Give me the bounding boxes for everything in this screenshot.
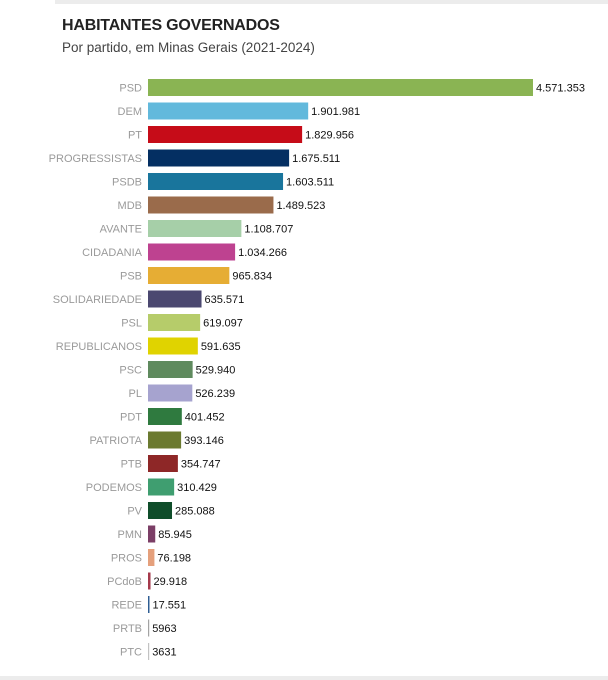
- chart-subtitle: Por partido, em Minas Gerais (2021-2024): [62, 40, 315, 55]
- value-label-avante: 1.108.707: [244, 224, 293, 236]
- category-label-psdb: PSDB: [112, 177, 142, 189]
- category-label-psd: PSD: [119, 83, 142, 95]
- bar-republicanos: [148, 337, 198, 355]
- category-label-pv: PV: [127, 506, 142, 518]
- value-label-psd: 4.571.353: [536, 83, 585, 95]
- bar-pt: [148, 126, 303, 143]
- value-label-ptb: 354.747: [181, 459, 221, 471]
- bar-psc: [148, 361, 193, 378]
- bar-progressistas: [148, 149, 290, 167]
- bar-psb: [148, 267, 230, 284]
- bar-psdb: [148, 173, 284, 190]
- bar-pl: [148, 384, 193, 402]
- category-label-pl: PL: [129, 388, 142, 400]
- bar-ptc: [148, 643, 150, 660]
- bottom-divider: [0, 676, 608, 680]
- value-label-cidadania: 1.034.266: [238, 247, 287, 259]
- bar-cidadania: [148, 243, 236, 261]
- bar-pdt: [148, 408, 182, 425]
- category-label-psl: PSL: [121, 318, 142, 330]
- bar-avante: [148, 220, 242, 237]
- category-label-psc: PSC: [119, 365, 142, 377]
- bar-patriota: [148, 431, 182, 449]
- value-label-rede: 17.551: [152, 600, 186, 612]
- category-label-cidadania: CIDADANIA: [82, 247, 143, 259]
- bar-psd: [148, 79, 533, 96]
- category-label-pros: PROS: [111, 553, 142, 565]
- value-label-psdb: 1.603.511: [286, 177, 334, 189]
- category-label-rede: REDE: [111, 600, 142, 612]
- category-label-mdb: MDB: [118, 200, 142, 212]
- value-label-republicanos: 591.635: [201, 341, 241, 353]
- value-label-pv: 285.088: [175, 506, 215, 518]
- value-label-ptc: 3631: [152, 647, 176, 659]
- category-label-dem: DEM: [118, 106, 142, 118]
- value-label-pcdob: 29.918: [154, 576, 188, 588]
- category-label-pt: PT: [128, 130, 142, 142]
- top-divider: [55, 0, 608, 4]
- value-label-pt: 1.829.956: [305, 130, 354, 142]
- category-label-psb: PSB: [120, 271, 142, 283]
- chart-title: HABITANTES GOVERNADOS: [62, 17, 280, 34]
- bar-ptb: [148, 455, 178, 472]
- category-label-pcdob: PCdoB: [107, 576, 142, 588]
- value-label-pros: 76.198: [157, 553, 191, 565]
- value-label-mdb: 1.489.523: [276, 200, 325, 212]
- bar-dem: [148, 102, 309, 120]
- bar-podemos: [148, 478, 175, 496]
- category-label-pdt: PDT: [120, 412, 142, 424]
- value-label-patriota: 393.146: [184, 435, 224, 447]
- bar-rede: [148, 596, 150, 613]
- value-label-pmn: 85.945: [158, 529, 192, 541]
- bar-pcdob: [148, 572, 151, 590]
- value-label-solidariedade: 635.571: [205, 294, 245, 306]
- bar-solidariedade: [148, 290, 202, 308]
- value-label-pdt: 401.452: [185, 412, 225, 424]
- category-label-avante: AVANTE: [100, 224, 142, 236]
- value-label-prtb: 5963: [152, 623, 176, 635]
- value-label-psb: 965.834: [232, 271, 272, 283]
- category-label-ptb: PTB: [121, 459, 142, 471]
- category-label-solidariedade: SOLIDARIEDADE: [53, 294, 142, 306]
- bar-mdb: [148, 196, 274, 214]
- value-label-dem: 1.901.981: [311, 106, 360, 118]
- category-label-prtb: PRTB: [113, 623, 142, 635]
- category-label-progressistas: PROGRESSISTAS: [49, 153, 142, 165]
- value-label-psc: 529.940: [196, 365, 236, 377]
- bar-prtb: [148, 619, 150, 637]
- bar-pv: [148, 502, 173, 519]
- value-label-pl: 526.239: [195, 388, 235, 400]
- value-label-podemos: 310.429: [177, 482, 217, 494]
- bar-pmn: [148, 525, 156, 543]
- category-label-patriota: PATRIOTA: [89, 435, 142, 447]
- category-label-pmn: PMN: [118, 529, 143, 541]
- category-label-republicanos: REPUBLICANOS: [56, 341, 142, 353]
- value-label-psl: 619.097: [203, 318, 243, 330]
- bar-psl: [148, 314, 201, 331]
- category-label-podemos: PODEMOS: [86, 482, 142, 494]
- value-label-progressistas: 1.675.511: [292, 153, 340, 165]
- category-label-ptc: PTC: [120, 647, 142, 659]
- bar-pros: [148, 549, 155, 566]
